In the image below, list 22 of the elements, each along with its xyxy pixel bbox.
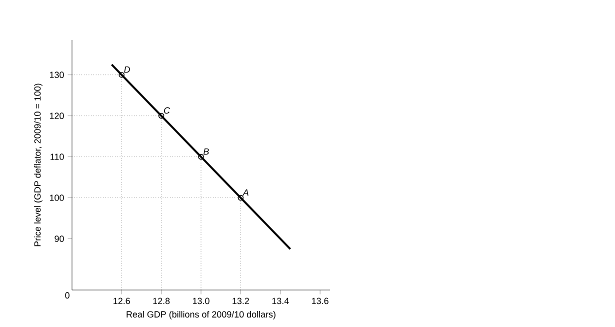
annotation: C — [164, 107, 170, 114]
x-axis-title: Real GDP (billions of 2009/10 dollars) — [126, 310, 276, 320]
y-tick-label: 120 — [50, 112, 64, 120]
y-tick-label: 130 — [50, 72, 64, 78]
y-tick-label: 90 — [54, 236, 64, 242]
x-tick-label: 13.0 — [192, 298, 210, 304]
point — [198, 154, 204, 160]
point — [238, 194, 244, 201]
x-tick-label: 13.4 — [272, 298, 289, 304]
text: 0 — [65, 292, 70, 299]
point — [118, 72, 125, 78]
annotation: D — [124, 66, 130, 73]
x-tick-label: 12.6 — [114, 298, 130, 304]
x-tick-label: 13.2 — [232, 298, 249, 304]
point — [158, 112, 164, 119]
y-axis-title: Price level (GDP deflator, 2009/10 = 100) — [34, 84, 42, 246]
annotation: A — [242, 189, 248, 196]
annotation: B — [203, 148, 209, 155]
y-tick-label: 100 — [50, 194, 64, 201]
x-tick-label: 13.6 — [312, 298, 328, 304]
x-tick-label: 12.8 — [153, 298, 170, 304]
y-tick-label: 110 — [50, 154, 64, 160]
